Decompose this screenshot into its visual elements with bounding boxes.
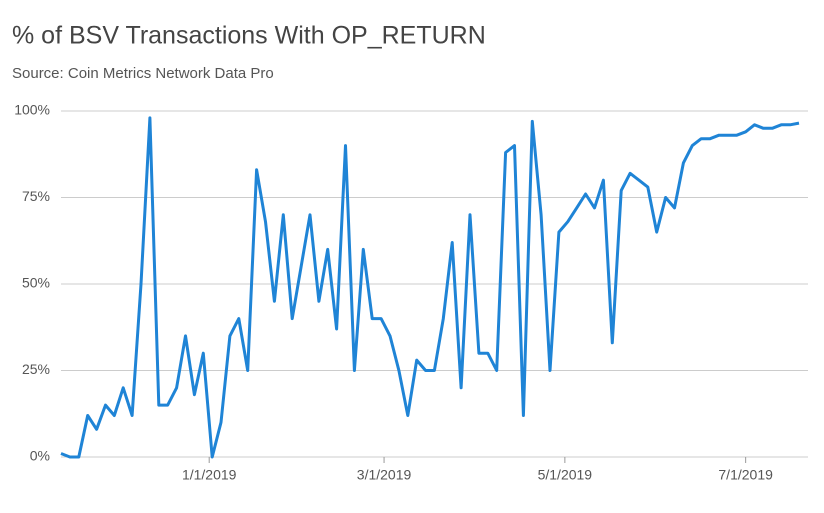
y-tick-label: 75% <box>22 188 50 204</box>
y-tick-label: 50% <box>22 275 50 291</box>
x-tick-label: 1/1/2019 <box>182 467 237 483</box>
y-tick-label: 100% <box>14 102 50 118</box>
y-tick-label: 0% <box>30 448 50 464</box>
chart-title: % of BSV Transactions With OP_RETURN <box>12 22 486 50</box>
chart-subtitle: Source: Coin Metrics Network Data Pro <box>12 65 274 82</box>
data-line <box>60 116 800 459</box>
x-tick-label: 3/1/2019 <box>357 467 412 483</box>
x-tick-label: 7/1/2019 <box>718 467 773 483</box>
y-tick-label: 25% <box>22 361 50 377</box>
x-tick-label: 5/1/2019 <box>538 467 593 483</box>
